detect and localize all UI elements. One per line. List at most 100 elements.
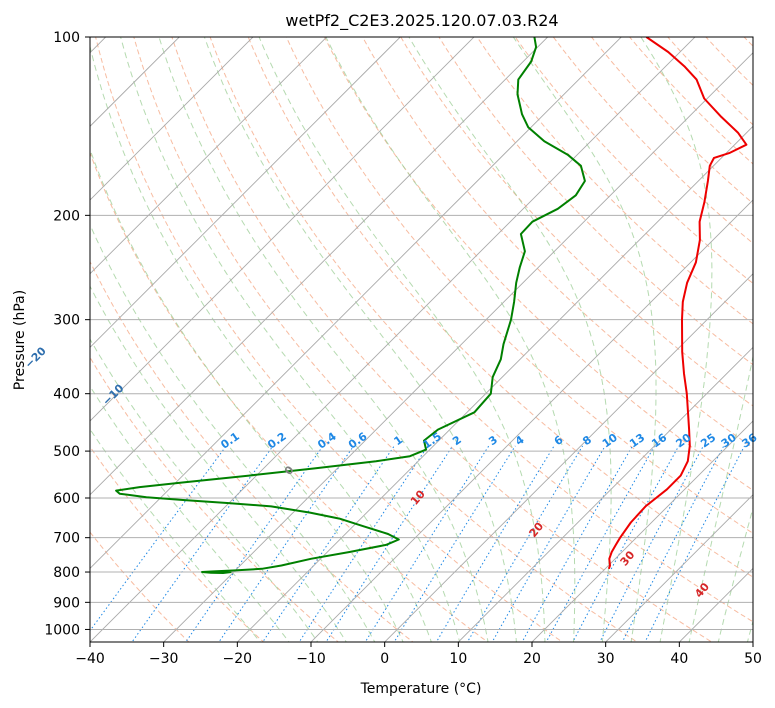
y-tick-label: 600 — [53, 491, 80, 507]
dry-adiabat-label: −10 — [100, 381, 127, 408]
mixing-ratio-label: 10 — [600, 431, 620, 451]
mixing-ratio-line — [262, 445, 395, 642]
isotherm-line — [90, 37, 549, 496]
dry-adiabat-line — [323, 37, 753, 491]
plot-frame — [89, 36, 754, 643]
mixing-ratio-line — [393, 445, 516, 642]
x-tick-label: 10 — [449, 651, 467, 667]
dry-adiabat-line — [90, 356, 340, 642]
moist-adiabat-line — [90, 223, 376, 642]
moist-adiabat-line — [746, 619, 753, 642]
isotherm-line — [457, 346, 753, 642]
x-tick-label: −10 — [296, 651, 326, 667]
isotherm-line — [90, 37, 475, 422]
isotherm-line — [384, 273, 753, 642]
moist-adiabat-line — [717, 505, 753, 642]
mixing-ratio-label: 0.2 — [265, 430, 288, 452]
x-tick-label: −20 — [223, 651, 253, 667]
y-tick-label: 500 — [53, 444, 80, 460]
y-tick-label: 400 — [53, 387, 80, 403]
isotherm-line — [90, 37, 401, 348]
dry-adiabat-line — [400, 37, 753, 407]
mixing-ratio-line — [466, 445, 584, 642]
moist-adiabat-line — [90, 428, 261, 642]
mixing-ratio-line — [435, 445, 555, 642]
mixing-ratio-line — [325, 445, 454, 642]
mixing-ratio-line — [218, 445, 355, 642]
dry-adiabat-line — [285, 37, 753, 534]
moist-adiabat-label: 20 — [526, 520, 546, 540]
y-axis-label: Pressure (hPa) — [12, 290, 28, 390]
moist-adiabat-line — [158, 37, 489, 642]
moist-adiabat-line — [258, 37, 546, 642]
y-tick-label: 100 — [53, 30, 80, 46]
dry-adiabat-line — [362, 37, 753, 449]
dry-adiabat-line — [95, 37, 564, 642]
isotherm-line — [90, 37, 696, 642]
x-tick-label: 40 — [670, 651, 688, 667]
mixing-ratio-label: 0.1 — [218, 430, 241, 452]
x-tick-label: −40 — [75, 651, 105, 667]
dry-adiabat-line — [90, 531, 190, 642]
isotherm-line — [90, 37, 328, 275]
dry-adiabat-line — [667, 37, 753, 126]
y-tick-label: 300 — [53, 313, 80, 329]
mixing-ratio-line — [131, 445, 274, 642]
moist-adiabat-line — [90, 385, 290, 642]
y-tick-label: 900 — [53, 595, 80, 611]
y-ticks: 100 200 300 400 500 600 700 800 900 1000 — [44, 30, 90, 638]
mixing-ratio-label: 1.5 — [420, 430, 443, 452]
x-axis-label: Temperature (°C) — [360, 681, 482, 697]
moist-adiabat-line — [640, 37, 713, 642]
mixing-ratio-line — [90, 445, 227, 632]
mixing-ratio-line — [621, 445, 725, 642]
moist-adiabat-label: 0 — [282, 463, 297, 477]
isotherm-line — [605, 494, 753, 642]
dry-adiabat-line — [438, 37, 753, 366]
moist-adiabat-line — [512, 37, 657, 642]
isotherm-line — [90, 37, 180, 127]
background-lines — [90, 24, 775, 654]
moist-adiabat-line — [408, 37, 612, 642]
line-labels: −100−90−80−70−60−50−40−30−20−100.10.20.4… — [22, 344, 760, 600]
dry-adiabat-line — [90, 151, 489, 642]
dry-adiabat-line — [705, 37, 753, 87]
x-tick-label: 0 — [380, 651, 389, 667]
dry-adiabat-line — [552, 37, 753, 244]
moist-adiabat-line — [90, 148, 404, 642]
moist-adiabat-line — [90, 338, 319, 642]
dry-adiabat-line — [90, 260, 414, 642]
temperature-profile-line — [607, 37, 748, 570]
moist-adiabat-line — [90, 285, 347, 642]
mixing-ratio-line — [599, 445, 704, 642]
mixing-ratio-line — [545, 445, 656, 642]
profile-lines — [115, 37, 748, 574]
isotherm-line — [310, 199, 753, 642]
isotherm-line — [531, 420, 753, 642]
mixing-ratio-label: 20 — [674, 431, 694, 451]
dry-adiabat-line — [247, 37, 753, 578]
dry-adiabat-line — [133, 37, 638, 642]
mixing-ratio-label: 0.6 — [346, 430, 370, 452]
moist-adiabat-line — [120, 37, 461, 642]
isotherm-line — [678, 567, 753, 642]
grid-lines — [90, 37, 753, 642]
mixing-ratio-label: 25 — [698, 431, 718, 450]
y-tick-label: 800 — [53, 565, 80, 581]
moist-adiabat-line — [325, 37, 576, 642]
isotherm-line — [236, 125, 753, 642]
dry-adiabat-line — [769, 24, 775, 654]
dry-adiabat-line — [90, 445, 265, 642]
dry-adiabat-line — [171, 37, 713, 642]
dewpoint-profile-line — [115, 37, 586, 574]
x-tick-label: 30 — [597, 651, 615, 667]
mixing-ratio-label: 13 — [627, 431, 647, 450]
y-tick-label: 1000 — [44, 622, 80, 638]
x-tick-label: −30 — [149, 651, 179, 667]
mixing-ratio-label: 36 — [740, 431, 760, 451]
moist-adiabat-label: 10 — [408, 487, 428, 507]
x-tick-label: 50 — [744, 651, 762, 667]
mixing-ratio-line — [644, 445, 746, 642]
moist-adiabat-label: 40 — [692, 580, 712, 600]
